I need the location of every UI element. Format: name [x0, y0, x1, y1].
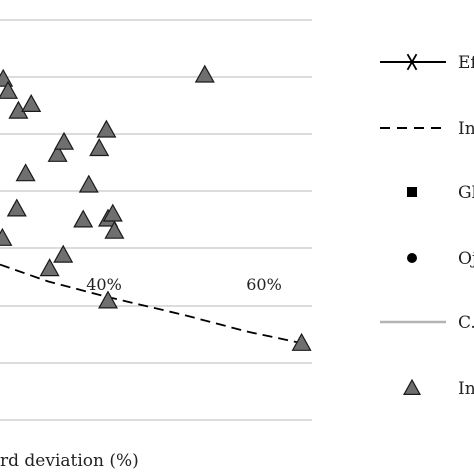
legend-item: Gl — [407, 183, 474, 203]
legend-item: In — [402, 378, 474, 399]
legend: Ef In Gl Oj C. In — [380, 53, 474, 399]
dashed-series-line — [0, 263, 302, 344]
triangle-point — [89, 138, 110, 157]
triangle-point — [104, 220, 125, 239]
triangle-point — [6, 198, 27, 217]
triangle-point — [194, 64, 215, 83]
triangle-point — [39, 258, 60, 277]
legend-label: C. — [458, 313, 474, 333]
triangle-point — [47, 143, 68, 162]
triangle-point — [0, 227, 13, 246]
legend-item: In — [380, 119, 474, 139]
x-tick-label: 60% — [246, 275, 282, 294]
legend-label: In — [458, 119, 474, 139]
triangle-point — [73, 209, 94, 228]
triangle-point — [291, 332, 312, 351]
legend-label: Oj — [458, 249, 474, 269]
triangle-point — [97, 290, 119, 309]
legend-item: Oj — [407, 249, 474, 269]
legend-triangle — [402, 378, 422, 395]
triangle-point — [0, 68, 14, 87]
triangle-point — [53, 244, 74, 263]
legend-label: Gl — [458, 183, 474, 203]
x-tick-labels: 40% 60% — [86, 275, 282, 294]
legend-label: Ef — [458, 53, 474, 73]
legend-circle — [407, 253, 417, 263]
triangle-point — [21, 93, 42, 113]
triangle-point — [102, 203, 123, 222]
triangle-point — [15, 163, 36, 182]
legend-square — [407, 187, 417, 197]
x-axis-label: rd deviation (%) — [0, 451, 139, 471]
triangle-point — [96, 119, 117, 138]
triangle-point — [53, 131, 75, 150]
legend-label: In — [458, 379, 474, 399]
plot-series — [0, 64, 312, 351]
triangle-point — [78, 174, 99, 193]
gridlines — [0, 19, 312, 421]
legend-item: C. — [380, 313, 474, 333]
triangle-point — [0, 80, 19, 99]
x-tick-label: 40% — [86, 275, 122, 294]
legend-item: Ef — [380, 53, 474, 73]
legend-asterisk — [406, 53, 418, 71]
